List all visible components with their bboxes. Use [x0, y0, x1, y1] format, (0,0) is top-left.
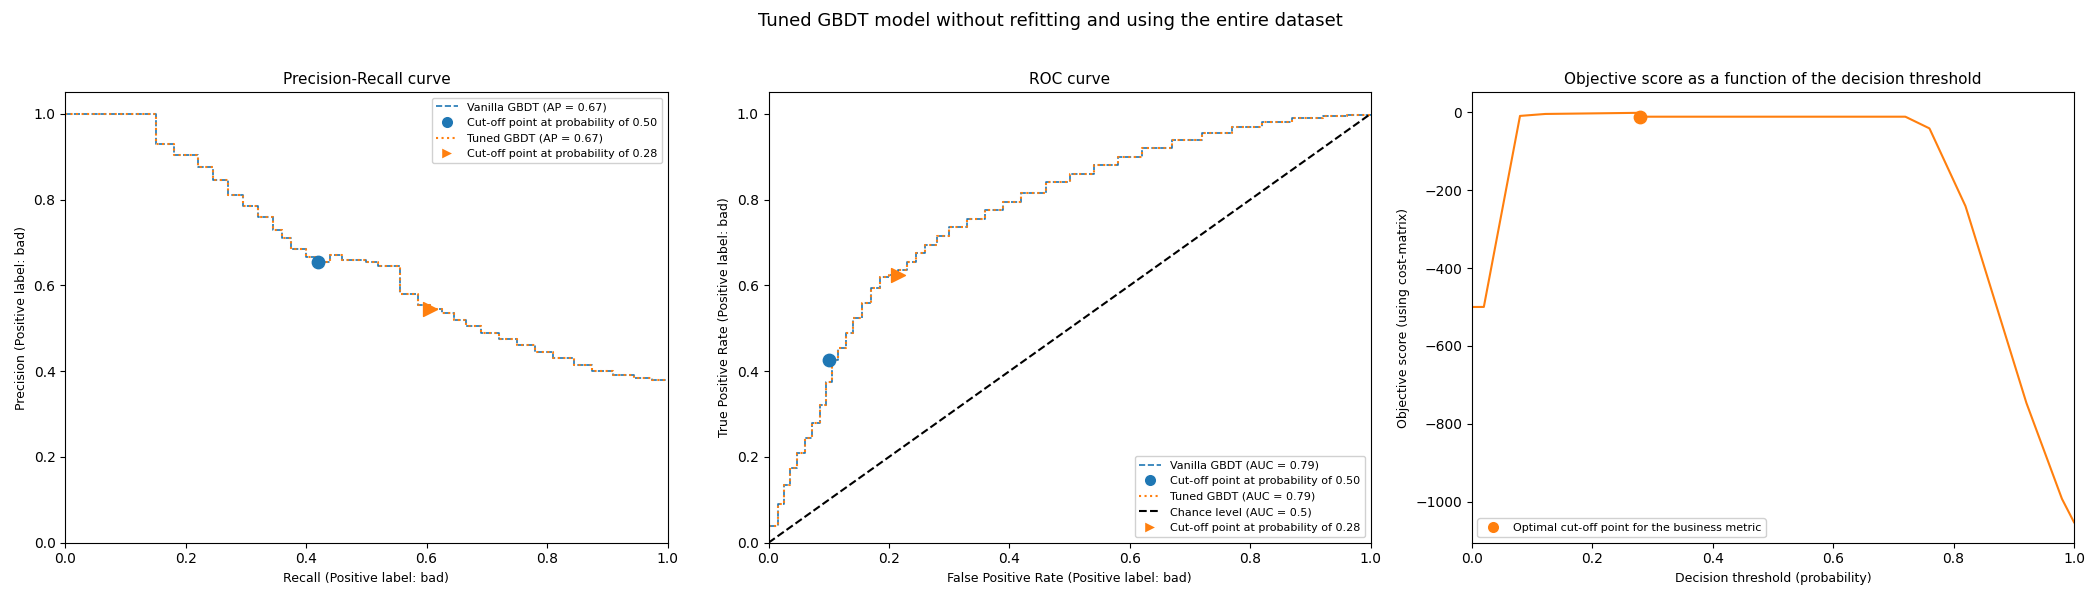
Vanilla GBDT (AP = 0.67) — [601, 372, 626, 379]
Point — [882, 270, 916, 280]
X-axis label: Recall (Positive label: bad): Recall (Positive label: bad) — [284, 572, 449, 585]
Tuned GBDT (AP = 0.67) — [279, 245, 304, 253]
Tuned GBDT (AP = 0.67) — [601, 372, 626, 379]
Tuned GBDT (AP = 0.67) — [640, 376, 666, 383]
Y-axis label: Precision (Positive label: bad): Precision (Positive label: bad) — [15, 226, 27, 410]
Tuned GBDT (AP = 0.67) — [52, 110, 78, 118]
Text: Tuned GBDT model without refitting and using the entire dataset: Tuned GBDT model without refitting and u… — [758, 12, 1342, 30]
Title: Precision-Recall curve: Precision-Recall curve — [284, 72, 449, 87]
Vanilla GBDT (AP = 0.67) — [655, 376, 680, 383]
Y-axis label: Objective score (using cost-matrix): Objective score (using cost-matrix) — [1396, 208, 1409, 428]
Line: Vanilla GBDT (AP = 0.67): Vanilla GBDT (AP = 0.67) — [65, 114, 668, 380]
Vanilla GBDT (AP = 0.67) — [640, 376, 666, 383]
Point — [813, 356, 846, 365]
Vanilla GBDT (AP = 0.67) — [185, 151, 210, 158]
Vanilla GBDT (AP = 0.67) — [279, 245, 304, 253]
Tuned GBDT (AP = 0.67) — [185, 151, 210, 158]
Line: Tuned GBDT (AP = 0.67): Tuned GBDT (AP = 0.67) — [65, 114, 668, 380]
X-axis label: False Positive Rate (Positive label: bad): False Positive Rate (Positive label: bad… — [947, 572, 1193, 585]
Point — [414, 304, 447, 314]
Tuned GBDT (AP = 0.67) — [260, 226, 286, 233]
Legend: Vanilla GBDT (AP = 0.67), Cut-off point at probability of 0.50, Tuned GBDT (AP =: Vanilla GBDT (AP = 0.67), Cut-off point … — [433, 98, 662, 163]
X-axis label: Decision threshold (probability): Decision threshold (probability) — [1674, 572, 1871, 585]
Tuned GBDT (AP = 0.67) — [330, 256, 355, 263]
Tuned GBDT (AP = 0.67) — [523, 342, 548, 349]
Point — [302, 257, 336, 266]
Vanilla GBDT (AP = 0.67) — [260, 226, 286, 233]
Title: ROC curve: ROC curve — [1029, 72, 1111, 87]
Vanilla GBDT (AP = 0.67) — [330, 256, 355, 263]
Y-axis label: True Positive Rate (Positive label: bad): True Positive Rate (Positive label: bad) — [718, 197, 731, 437]
Vanilla GBDT (AP = 0.67) — [52, 110, 78, 118]
Title: Objective score as a function of the decision threshold: Objective score as a function of the dec… — [1564, 72, 1982, 87]
Point — [1623, 112, 1657, 121]
Legend: Vanilla GBDT (AUC = 0.79), Cut-off point at probability of 0.50, Tuned GBDT (AUC: Vanilla GBDT (AUC = 0.79), Cut-off point… — [1134, 456, 1365, 537]
Tuned GBDT (AP = 0.67) — [655, 376, 680, 383]
Vanilla GBDT (AP = 0.67) — [523, 342, 548, 349]
Legend: Optimal cut-off point for the business metric: Optimal cut-off point for the business m… — [1476, 518, 1766, 537]
